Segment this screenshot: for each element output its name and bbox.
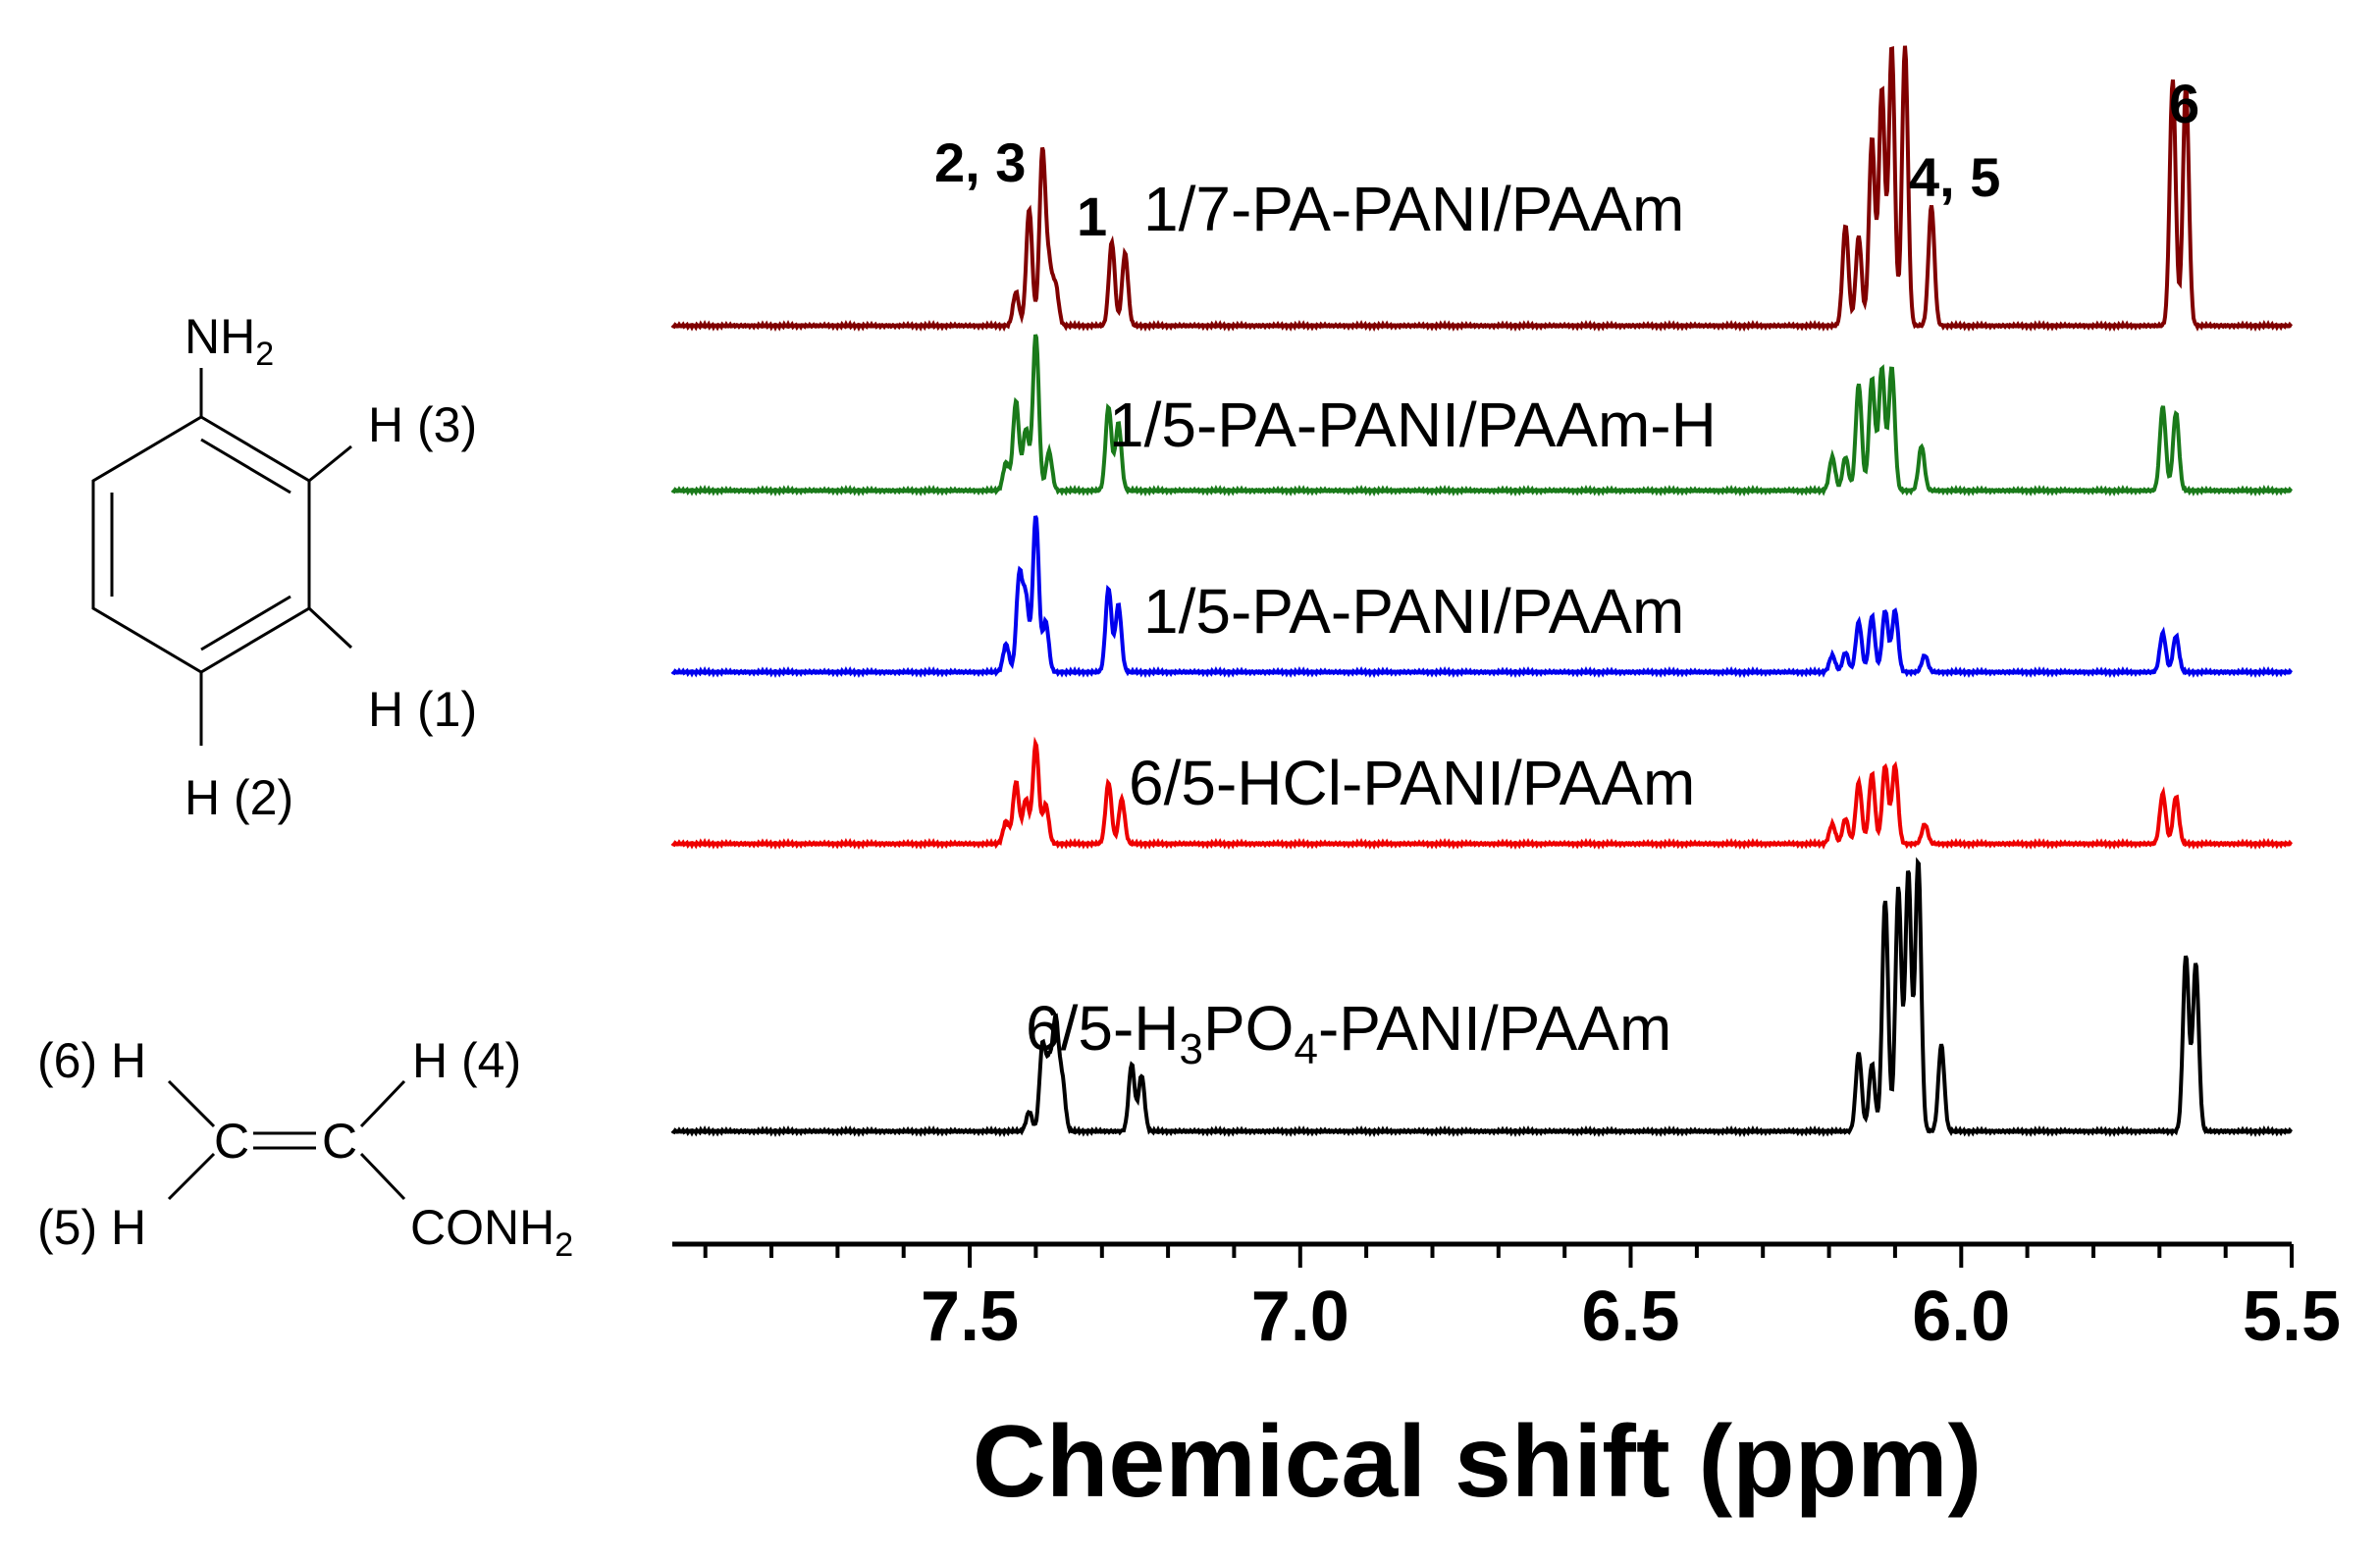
acrylamide-structure	[167, 1079, 406, 1201]
spectra-group	[670, 45, 2294, 1138]
peak-annotation-1: 1	[1077, 185, 1107, 247]
spectrum-line-3	[670, 515, 2294, 679]
series-label-4: 6/5-HCl-PANI/PAAm	[1129, 748, 1695, 818]
h3-label: H (3)	[368, 397, 477, 452]
carbon-1-label: C	[214, 1114, 249, 1169]
conh2-label: CONH2	[410, 1200, 573, 1264]
x-tick-label: 7.0	[1251, 1277, 1349, 1356]
series-label-2: 1/5-PA-PANI/PAAm-H	[1109, 390, 1717, 460]
x-tick-label: 5.5	[2243, 1277, 2341, 1356]
nh2-label: NH2	[185, 309, 274, 373]
spectrum-line-4	[670, 736, 2294, 851]
spectrum-line-2	[670, 334, 2294, 497]
x-tick-label: 6.5	[1581, 1277, 1679, 1356]
series-label-3: 1/5-PA-PANI/PAAm	[1143, 576, 1684, 647]
peak-annotation-6: 6	[2169, 73, 2199, 134]
aniline-structure	[91, 368, 353, 746]
series-label-5: 6/5-H3PO4-PANI/PAAm	[1026, 993, 1671, 1073]
spectrum-line-1	[670, 45, 2294, 333]
carbon-2-label: C	[322, 1114, 357, 1169]
h4-label: H (4)	[412, 1033, 521, 1088]
x-axis-label: Chemical shift (ppm)	[973, 1405, 1983, 1519]
h2-label: H (2)	[185, 770, 293, 825]
h5-label: (5) H	[37, 1200, 146, 1255]
h1-label: H (1)	[368, 682, 477, 737]
series-label-1: 1/7-PA-PANI/PAAm	[1143, 174, 1684, 244]
spectrum-line-5	[670, 857, 2294, 1138]
x-tick-label: 7.5	[921, 1277, 1019, 1356]
h6-label: (6) H	[37, 1033, 146, 1088]
peak-annotation-2-3: 2, 3	[934, 131, 1026, 193]
peak-annotation-4-5: 4, 5	[1909, 146, 2000, 208]
x-tick-label: 6.0	[1912, 1277, 2010, 1356]
x-axis: 7.5 7.0 6.5 6.0 5.5	[672, 1241, 2341, 1356]
